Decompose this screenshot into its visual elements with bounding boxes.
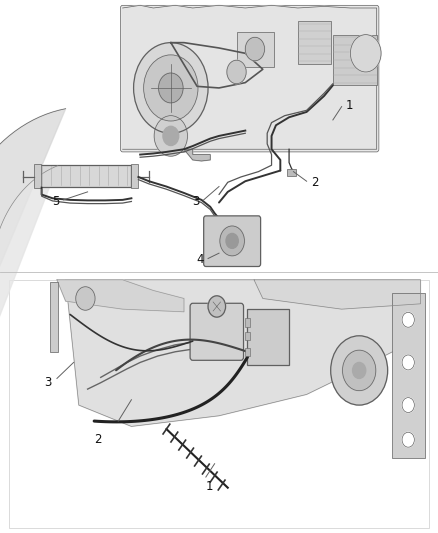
Bar bbox=[34, 164, 41, 188]
Text: 1: 1 bbox=[346, 99, 353, 112]
Circle shape bbox=[163, 126, 179, 146]
FancyBboxPatch shape bbox=[120, 5, 379, 152]
Circle shape bbox=[220, 226, 244, 256]
Text: 2: 2 bbox=[311, 176, 318, 189]
FancyBboxPatch shape bbox=[204, 216, 261, 266]
Polygon shape bbox=[0, 109, 66, 354]
Circle shape bbox=[159, 73, 183, 103]
Polygon shape bbox=[254, 280, 420, 309]
Polygon shape bbox=[0, 166, 58, 320]
Polygon shape bbox=[57, 280, 184, 312]
Bar bbox=[298, 21, 331, 64]
Polygon shape bbox=[184, 149, 210, 161]
Bar bbox=[237, 32, 274, 67]
Bar bbox=[392, 293, 425, 458]
Circle shape bbox=[154, 116, 187, 156]
Bar bbox=[35, 165, 131, 187]
Bar bbox=[245, 348, 250, 356]
Bar bbox=[247, 309, 289, 365]
Text: 5: 5 bbox=[52, 195, 59, 208]
FancyBboxPatch shape bbox=[190, 303, 244, 360]
Circle shape bbox=[227, 60, 246, 84]
Bar bbox=[50, 282, 58, 352]
Bar bbox=[9, 280, 429, 528]
Circle shape bbox=[245, 37, 265, 61]
Circle shape bbox=[402, 312, 414, 327]
Bar bbox=[245, 332, 250, 340]
Text: 1: 1 bbox=[206, 480, 213, 492]
Text: 3: 3 bbox=[44, 376, 51, 389]
Circle shape bbox=[76, 287, 95, 310]
Circle shape bbox=[226, 233, 238, 248]
Text: 2: 2 bbox=[94, 433, 102, 446]
Bar bbox=[131, 164, 138, 188]
Text: 4: 4 bbox=[196, 253, 204, 266]
Bar bbox=[287, 169, 296, 176]
Circle shape bbox=[134, 43, 208, 133]
Polygon shape bbox=[66, 280, 403, 426]
Bar bbox=[245, 318, 250, 327]
Circle shape bbox=[350, 35, 381, 72]
Bar bbox=[333, 35, 377, 85]
Circle shape bbox=[208, 296, 226, 317]
Circle shape bbox=[402, 432, 414, 447]
Text: 3: 3 bbox=[192, 195, 199, 208]
Circle shape bbox=[331, 336, 388, 405]
Polygon shape bbox=[123, 5, 377, 149]
Circle shape bbox=[353, 362, 366, 378]
Circle shape bbox=[402, 398, 414, 413]
Circle shape bbox=[402, 355, 414, 370]
Circle shape bbox=[343, 350, 376, 391]
Circle shape bbox=[144, 55, 198, 121]
